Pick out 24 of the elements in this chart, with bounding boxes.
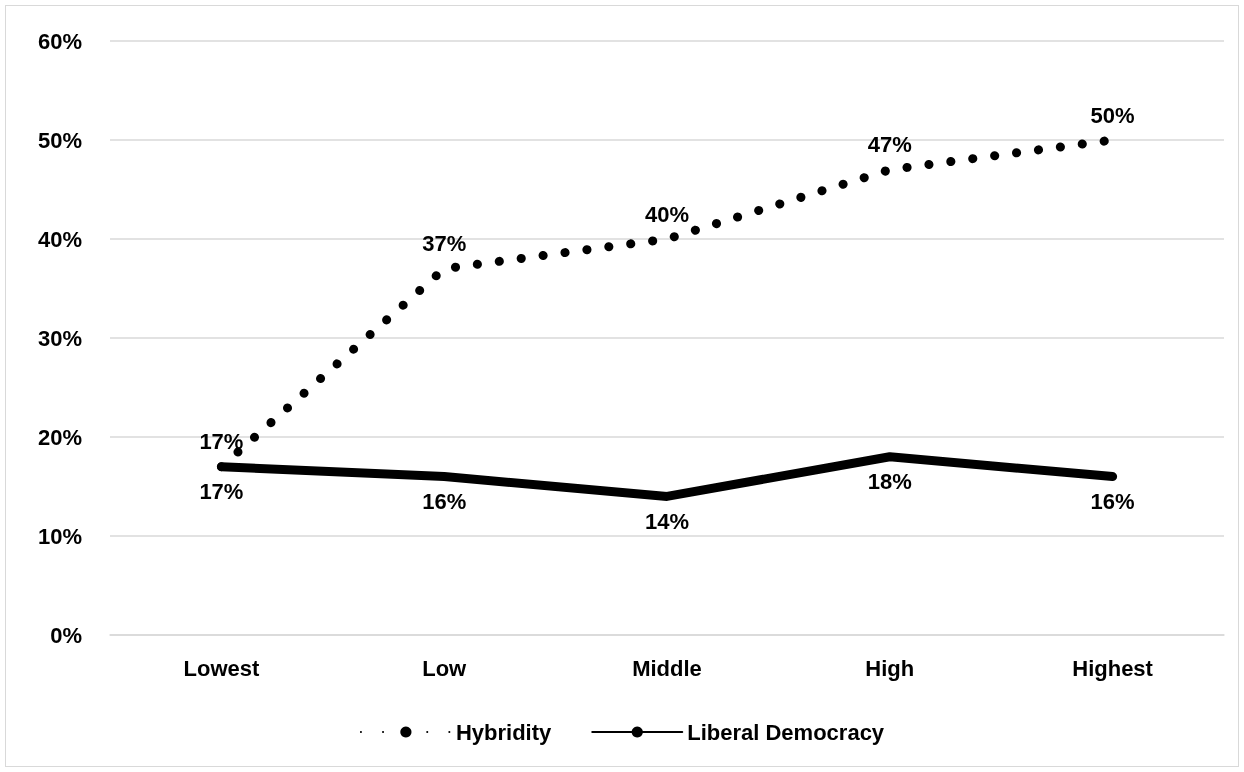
data-label: 14% [644,508,690,534]
x-tick-label: Middle [632,655,702,681]
data-label: 50% [1090,102,1135,128]
y-tick-label: 0% [50,622,82,648]
x-tick-label: Highest [1072,655,1154,681]
data-label: 37% [422,231,467,257]
legend-label: Liberal Democracy [687,719,885,745]
data-label: 40% [644,201,690,227]
y-tick-label: 30% [37,325,82,351]
x-tick-label: High [865,655,915,681]
data-label: 18% [867,469,912,495]
data-label: 17% [199,479,244,505]
data-label: 47% [867,132,912,158]
legend-label: Hybridity [455,719,552,745]
y-tick-label: 60% [37,28,82,54]
x-tick-label: Lowest [183,655,260,681]
y-tick-label: 20% [37,424,82,450]
data-label: 16% [422,489,467,515]
y-tick-label: 10% [37,523,82,549]
data-label: 17% [199,429,244,455]
y-tick-label: 40% [37,226,82,252]
x-tick-label: Low [422,655,468,681]
y-tick-label: 50% [37,127,82,153]
data-label: 16% [1090,489,1135,515]
